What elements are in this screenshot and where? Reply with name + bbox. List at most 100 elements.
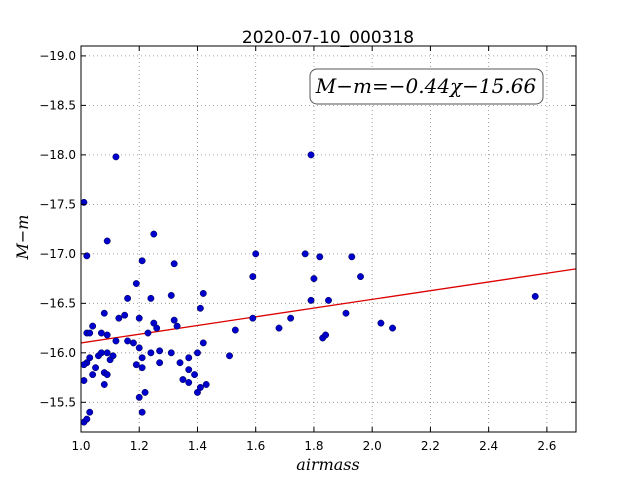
- data-point: [100, 381, 108, 388]
- x-tick-label: 1.6: [246, 439, 265, 453]
- x-tick-label: 2.0: [363, 439, 382, 453]
- data-point: [150, 230, 158, 238]
- y-tick-label: −18.0: [39, 148, 76, 162]
- data-point: [86, 329, 94, 337]
- y-tick-label: −16.5: [39, 296, 76, 310]
- data-point: [348, 253, 356, 261]
- data-point: [135, 393, 143, 401]
- data-point: [342, 309, 350, 317]
- data-point: [185, 379, 193, 386]
- data-point: [92, 364, 100, 372]
- y-tick-label: −18.5: [39, 98, 76, 112]
- data-point: [176, 359, 184, 367]
- data-point: [231, 326, 239, 334]
- data-point: [307, 296, 315, 304]
- y-tick-label: −17.0: [39, 247, 76, 261]
- axes-frame: [80, 45, 577, 433]
- x-tick-label: 1.4: [188, 439, 207, 453]
- data-point: [103, 371, 111, 379]
- fit-line-group: [80, 268, 577, 344]
- data-point: [310, 275, 318, 283]
- data-point: [301, 250, 309, 258]
- data-point: [156, 347, 164, 355]
- data-point: [307, 151, 315, 159]
- axis-ticks: 1.0 1.2 1.4 1.6 1.8 2.0 2.2 2.4 2.6 −15.5 −16.0 −16…: [39, 46, 576, 453]
- fit-line: [80, 268, 577, 344]
- data-point: [153, 324, 161, 332]
- data-point: [103, 331, 111, 339]
- y-tick-label: −19.0: [39, 49, 76, 63]
- fit-equation-box: M−m=−0.44χ−15.66: [309, 68, 544, 105]
- x-tick-label: 1.0: [71, 439, 90, 453]
- y-axis-label: M−m: [13, 215, 32, 261]
- grid: [80, 46, 576, 432]
- data-point: [83, 415, 91, 423]
- data-point: [124, 294, 132, 302]
- data-point: [167, 291, 175, 299]
- data-point: [389, 324, 397, 332]
- data-point: [135, 344, 143, 352]
- data-point: [109, 352, 117, 360]
- data-point: [147, 349, 155, 357]
- data-point: [147, 294, 155, 302]
- fit-equation-label: M−m=−0.44χ−15.66: [315, 74, 537, 98]
- data-point: [325, 296, 332, 304]
- data-point: [138, 257, 146, 265]
- y-tick-label: −15.5: [39, 395, 76, 409]
- data-point: [135, 314, 143, 322]
- x-tick-label: 2.4: [479, 439, 498, 453]
- data-point: [287, 314, 295, 322]
- data-point: [103, 237, 111, 245]
- data-point: [97, 329, 105, 337]
- data-point: [89, 322, 97, 330]
- data-point: [249, 314, 257, 322]
- data-point: [226, 352, 233, 360]
- x-tick-label: 1.8: [304, 439, 323, 453]
- data-point: [112, 337, 120, 345]
- data-point: [112, 153, 120, 161]
- data-point: [97, 349, 105, 357]
- data-point: [194, 349, 201, 357]
- x-tick-label: 1.2: [130, 439, 149, 453]
- x-axis-label: airmass: [296, 455, 359, 474]
- data-point: [141, 388, 149, 396]
- data-point: [191, 371, 199, 379]
- data-point: [86, 354, 94, 362]
- data-point: [170, 260, 178, 268]
- data-point: [132, 361, 140, 369]
- data-point: [252, 250, 260, 258]
- data-point: [185, 354, 193, 362]
- x-tick-label: 2.6: [537, 439, 556, 453]
- data-point: [275, 324, 283, 332]
- data-point: [138, 364, 146, 372]
- data-point: [357, 273, 364, 281]
- y-tick-label: −17.5: [39, 197, 76, 211]
- data-point: [121, 311, 129, 319]
- data-point: [531, 292, 539, 300]
- data-point: [249, 273, 257, 281]
- data-points: [80, 151, 539, 426]
- y-tick-label: −16.0: [39, 346, 76, 360]
- data-point: [170, 316, 178, 324]
- data-point: [132, 280, 140, 287]
- data-point: [196, 304, 204, 312]
- data-point: [138, 354, 146, 362]
- data-point: [199, 289, 207, 297]
- data-point: [179, 376, 187, 383]
- data-point: [202, 381, 210, 388]
- data-point: [196, 384, 204, 391]
- data-point: [129, 339, 137, 347]
- data-point: [100, 309, 108, 317]
- data-point: [124, 337, 132, 345]
- data-point: [316, 253, 324, 261]
- data-point: [173, 322, 181, 330]
- data-point: [103, 349, 111, 357]
- data-point: [377, 319, 385, 327]
- data-point: [322, 331, 330, 339]
- data-point: [115, 314, 123, 322]
- data-point: [138, 408, 146, 416]
- data-point: [185, 366, 193, 374]
- fit-equation-frame: [309, 68, 544, 105]
- data-point: [80, 361, 88, 369]
